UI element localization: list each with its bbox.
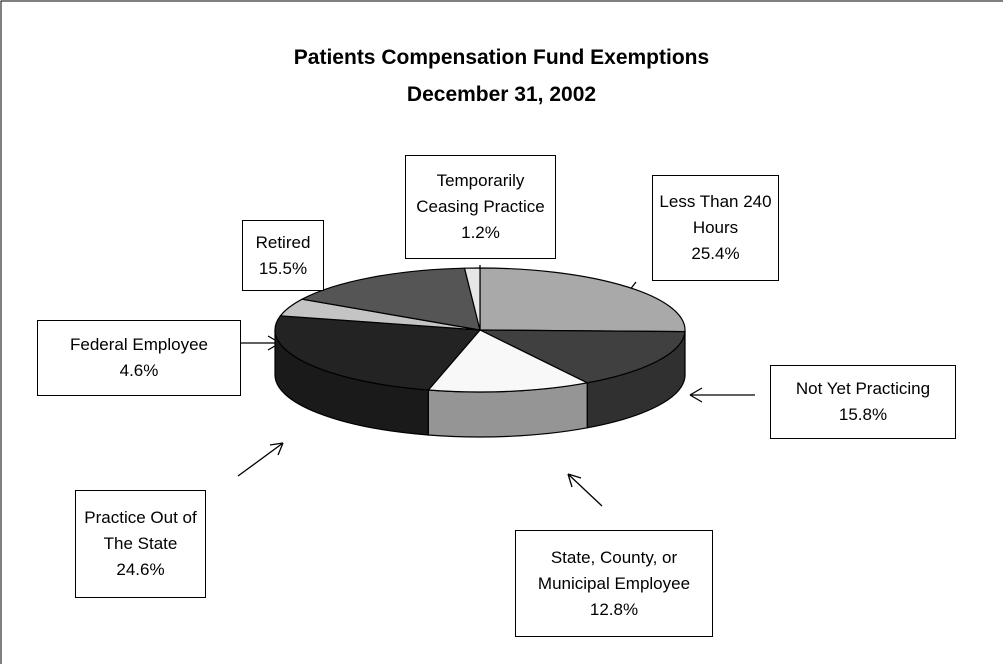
arrow bbox=[237, 442, 284, 477]
category-label: Not Yet Practicing bbox=[795, 379, 931, 398]
label-box: Not Yet Practicing 15.8% bbox=[770, 365, 956, 439]
slice bbox=[300, 267, 481, 331]
chart-subtitle: December 31, 2002 bbox=[406, 83, 597, 106]
category-label: Practice Out of The State bbox=[84, 508, 197, 553]
slice bbox=[427, 329, 590, 393]
value-label: 25.4% bbox=[691, 244, 740, 263]
label-box: Practice Out of The State 24.6% bbox=[75, 490, 206, 598]
label-box: Temporarily Ceasing Practice 1.2% bbox=[405, 155, 556, 259]
category-label: Retired bbox=[255, 232, 311, 252]
slice bbox=[463, 267, 481, 331]
value-label: 15.8% bbox=[838, 405, 888, 424]
category-label: Less Than 240 Hours bbox=[659, 192, 772, 237]
label-box: Retired 15.5% bbox=[242, 220, 324, 291]
value-label: 4.6% bbox=[119, 361, 159, 380]
slice bbox=[274, 315, 482, 391]
pie bbox=[274, 267, 686, 438]
value-label: 15.5% bbox=[258, 258, 308, 278]
chart-title: Patients Compensation Fund Exemptions bbox=[293, 46, 710, 69]
label-box: State, County, or Municipal Employee 12.8… bbox=[515, 530, 713, 637]
slice bbox=[479, 267, 686, 333]
value-label: 24.6% bbox=[116, 560, 165, 579]
category-label: Temporarily Ceasing Practice bbox=[416, 171, 545, 216]
value-label: 1.2% bbox=[461, 223, 500, 242]
value-label: 12.8% bbox=[589, 599, 639, 619]
arrow bbox=[689, 387, 755, 403]
arrow bbox=[237, 335, 281, 351]
label-box: Less Than 240 Hours 25.4% bbox=[652, 175, 779, 281]
slice bbox=[479, 329, 686, 384]
category-label: Federal Employee bbox=[70, 335, 208, 354]
arrow bbox=[567, 473, 603, 507]
category-label: State, County, or Municipal Employee bbox=[537, 547, 691, 593]
label-box: Federal Employee 4.6% bbox=[37, 320, 241, 396]
